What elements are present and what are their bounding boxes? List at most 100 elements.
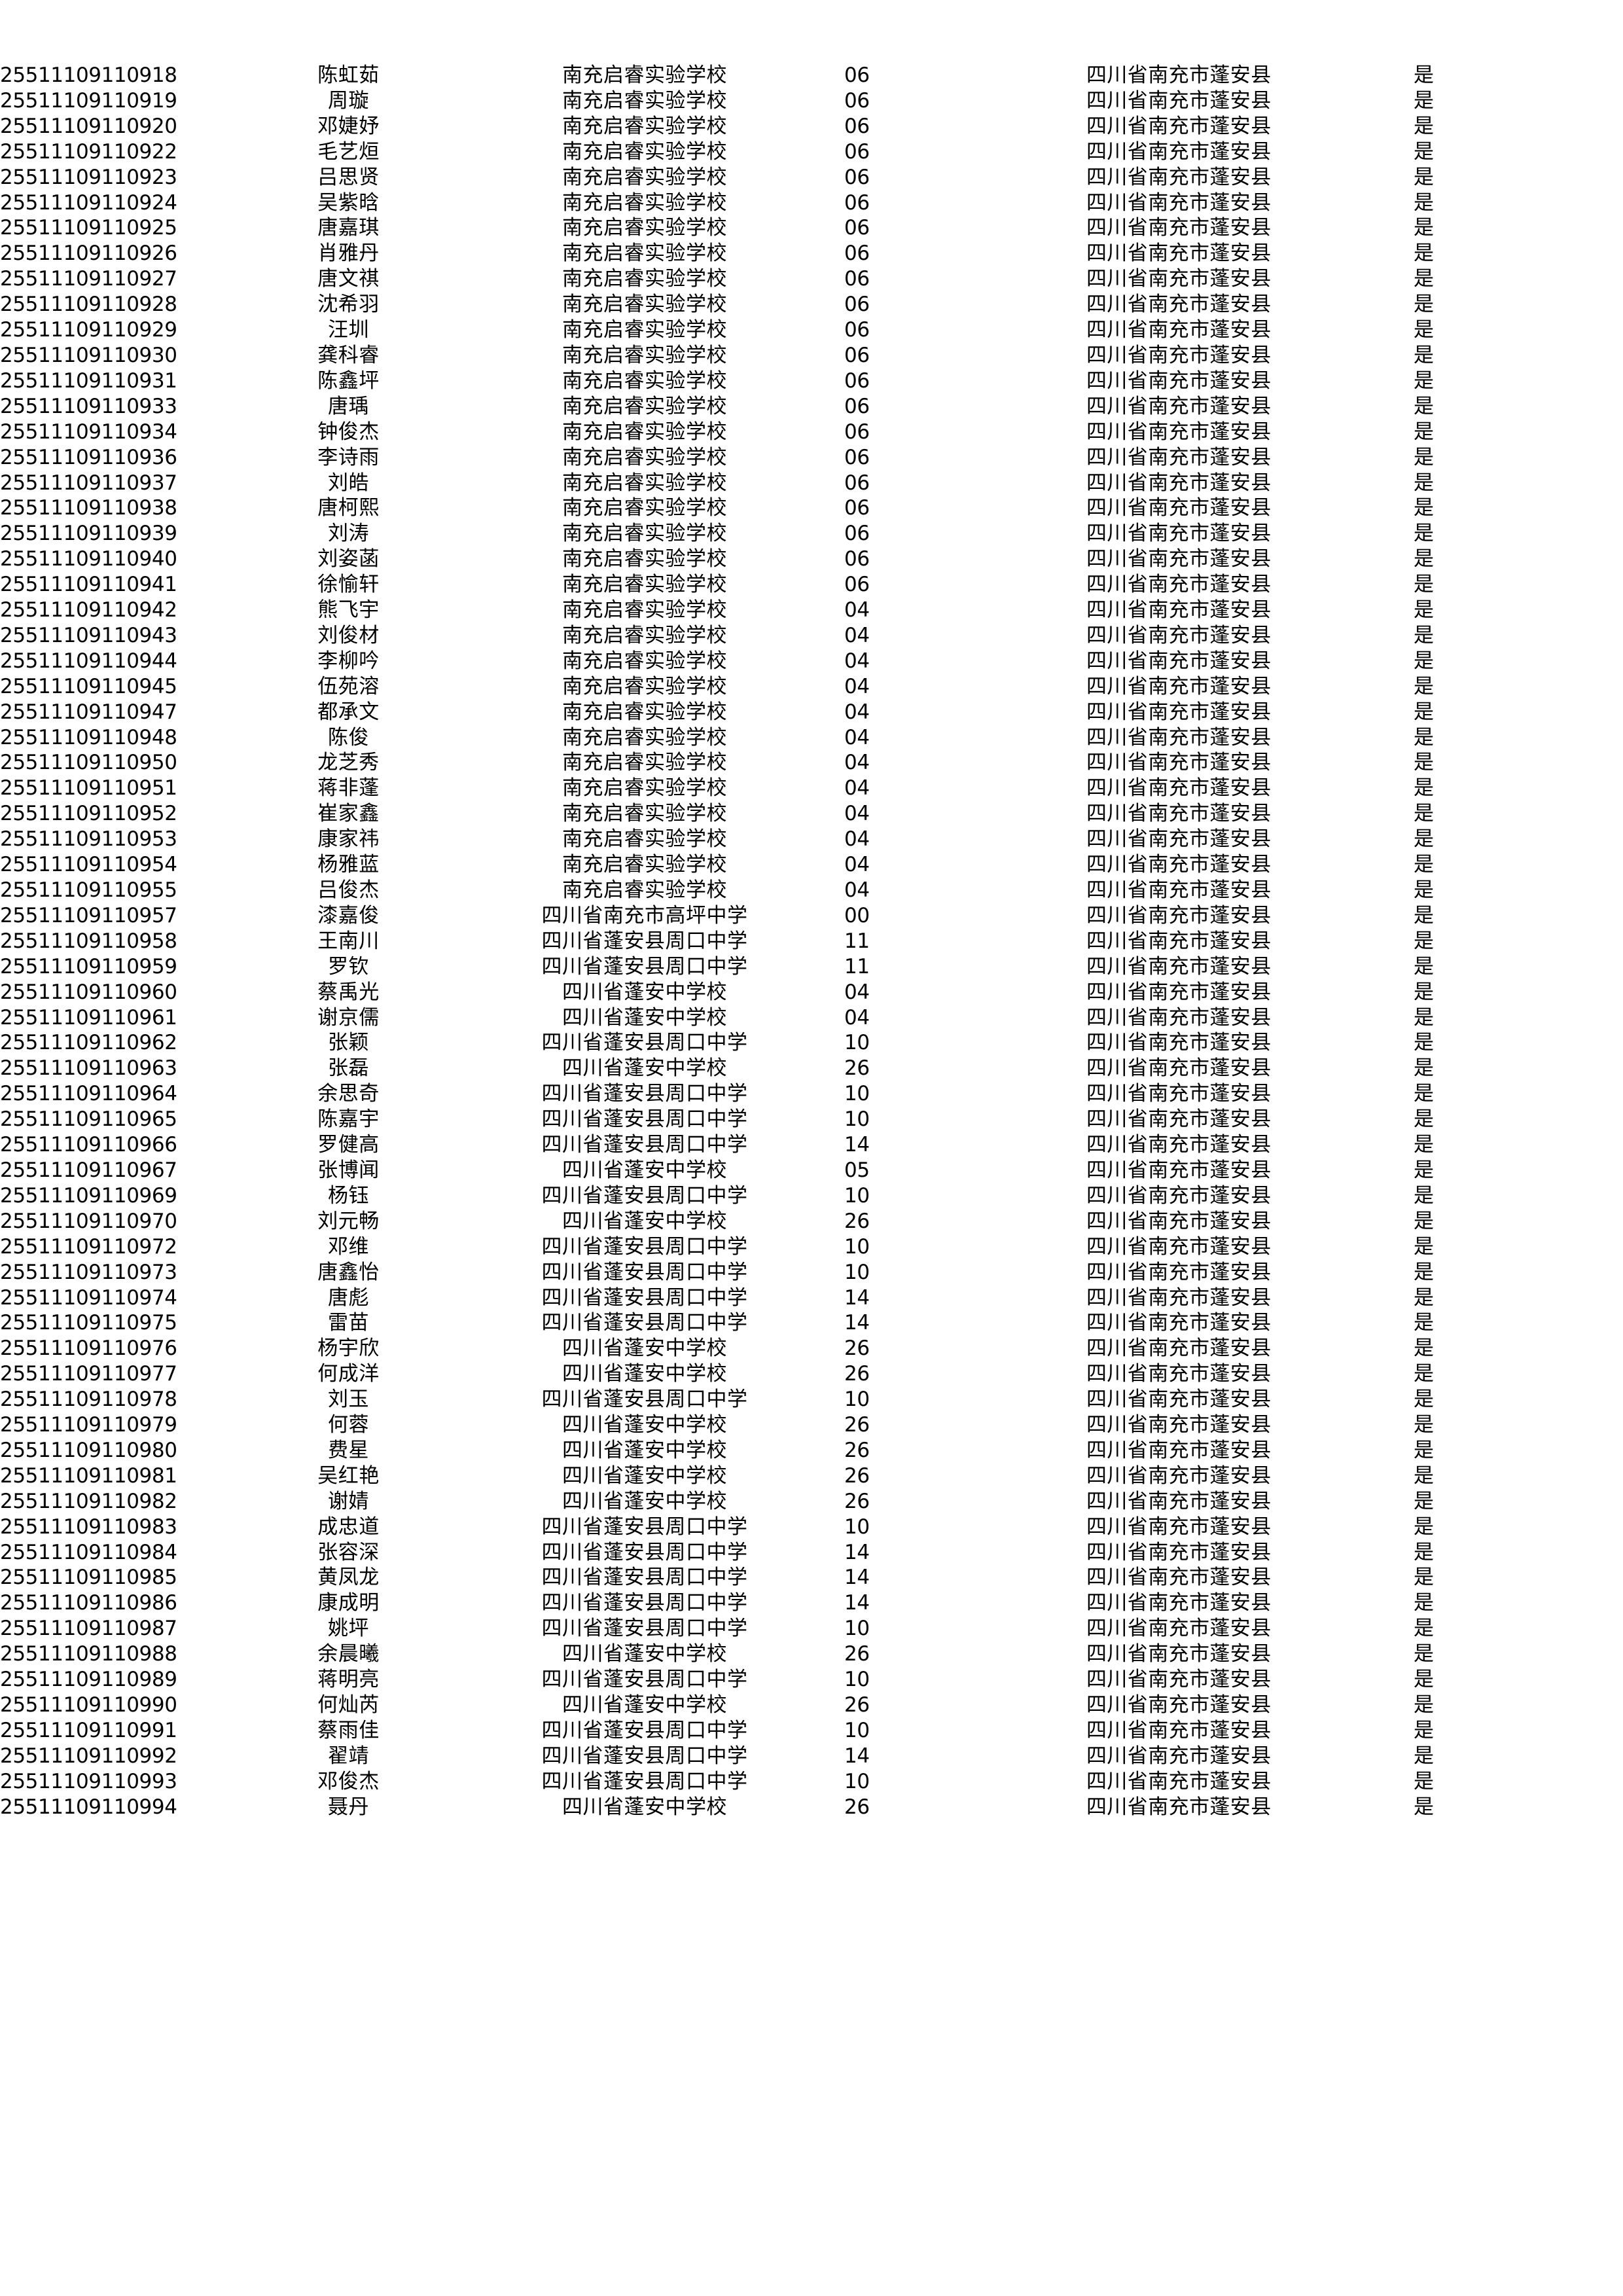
candidate-name: 陈鑫坪 [317,368,380,393]
district-name: 四川省南充市蓬安县 [1086,88,1272,113]
candidate-number: 25511109110979 [0,1413,177,1437]
candidate-name: 罗钦 [328,954,369,978]
subject-code: 04 [844,623,870,647]
table-row: 25511109110919 周璇 南充启睿实验学校 06 四川省南充市蓬安县 是 [0,88,1623,114]
school-name: 四川省蓬安县周口中学 [541,1107,748,1132]
candidate-name: 沈希羽 [317,293,380,317]
district-name: 四川省南充市蓬安县 [1086,573,1272,597]
school-name: 四川省蓬安中学校 [562,1413,727,1437]
subject-code: 06 [844,573,870,597]
table-row: 25511109110930 龚科睿 南充启睿实验学校 06 四川省南充市蓬安县 是 [0,343,1623,368]
subject-code: 04 [844,751,870,775]
school-name: 四川省蓬安中学校 [562,1005,727,1030]
table-row: 25511109110944 李柳吟 南充启睿实验学校 04 四川省南充市蓬安县 是 [0,649,1623,674]
candidate-number: 25511109110973 [0,1260,177,1284]
candidate-number: 25511109110990 [0,1693,177,1717]
district-name: 四川省南充市蓬安县 [1086,1362,1272,1386]
table-row: 25511109110931 陈鑫坪 南充启睿实验学校 06 四川省南充市蓬安县 是 [0,368,1623,394]
candidate-name: 刘姿菡 [317,547,380,571]
eligibility-flag: 是 [1414,1260,1434,1284]
candidate-name: 刘俊材 [317,623,380,647]
candidate-number: 25511109110982 [0,1489,177,1513]
candidate-number: 25511109110922 [0,139,177,164]
table-row: 25511109110976 杨宇欣 四川省蓬安中学校 26 四川省南充市蓬安县 是 [0,1336,1623,1361]
eligibility-flag: 是 [1414,1183,1434,1208]
candidate-name: 杨钰 [328,1183,369,1208]
school-name: 南充启睿实验学校 [562,471,727,495]
table-row: 25511109110952 崔家鑫 南充启睿实验学校 04 四川省南充市蓬安县 是 [0,801,1623,827]
eligibility-flag: 是 [1414,1336,1434,1361]
eligibility-flag: 是 [1414,725,1434,749]
candidate-name: 王南川 [317,929,380,953]
candidate-name: 罗健高 [317,1133,380,1157]
candidate-number: 25511109110985 [0,1566,177,1590]
district-name: 四川省南充市蓬安县 [1086,1056,1272,1081]
subject-code: 10 [844,1769,870,1793]
eligibility-flag: 是 [1414,1693,1434,1717]
candidate-number: 25511109110945 [0,674,177,698]
candidate-number: 25511109110933 [0,394,177,418]
subject-code: 10 [844,1718,870,1742]
school-name: 四川省蓬安县周口中学 [541,1566,748,1590]
school-name: 南充启睿实验学校 [562,725,727,749]
school-name: 四川省蓬安县周口中学 [541,1260,748,1284]
school-name: 南充启睿实验学校 [562,573,727,597]
district-name: 四川省南充市蓬安县 [1086,394,1272,418]
candidate-number: 25511109110955 [0,878,177,902]
district-name: 四川省南充市蓬安县 [1086,878,1272,902]
school-name: 南充启睿实验学校 [562,649,727,673]
school-name: 四川省蓬安县周口中学 [541,1133,748,1157]
candidate-number: 25511109110958 [0,929,177,953]
candidate-name: 龚科睿 [317,343,380,367]
candidate-number: 25511109110930 [0,343,177,367]
candidate-name: 蔡禹光 [317,980,380,1004]
eligibility-flag: 是 [1414,598,1434,622]
school-name: 四川省蓬安县周口中学 [541,1540,748,1564]
subject-code: 14 [844,1311,870,1335]
table-row: 25511109110955 吕俊杰 南充启睿实验学校 04 四川省南充市蓬安县 是 [0,878,1623,903]
candidate-name: 唐鑫怡 [317,1260,380,1284]
candidate-name: 崔家鑫 [317,802,380,826]
candidate-name: 翟靖 [328,1744,369,1768]
eligibility-flag: 是 [1414,1388,1434,1412]
candidate-name: 陈嘉宇 [317,1107,380,1132]
eligibility-flag: 是 [1414,1082,1434,1106]
table-row: 25511109110918 陈虹茹 南充启睿实验学校 06 四川省南充市蓬安县 是 [0,63,1623,88]
subject-code: 04 [844,700,870,724]
school-name: 南充启睿实验学校 [562,853,727,877]
table-row: 25511109110943 刘俊材 南充启睿实验学校 04 四川省南充市蓬安县 是 [0,623,1623,649]
subject-code: 06 [844,471,870,495]
candidate-number: 25511109110969 [0,1183,177,1208]
candidate-number: 25511109110937 [0,471,177,495]
eligibility-flag: 是 [1414,1744,1434,1768]
candidate-name: 聂丹 [328,1795,369,1819]
school-name: 四川省蓬安中学校 [562,1463,727,1488]
eligibility-flag: 是 [1414,1463,1434,1488]
district-name: 四川省南充市蓬安县 [1086,929,1272,953]
candidate-number: 25511109110950 [0,751,177,775]
district-name: 四川省南充市蓬安县 [1086,853,1272,877]
school-name: 四川省蓬安县周口中学 [541,1515,748,1539]
candidate-name: 余晨曦 [317,1642,380,1666]
candidate-number: 25511109110925 [0,216,177,240]
school-name: 四川省蓬安中学校 [562,1158,727,1182]
table-row: 25511109110954 杨雅蓝 南充启睿实验学校 04 四川省南充市蓬安县 是 [0,852,1623,878]
table-row: 25511109110940 刘姿菡 南充启睿实验学校 06 四川省南充市蓬安县 是 [0,547,1623,572]
eligibility-flag: 是 [1414,929,1434,953]
school-name: 四川省蓬安中学校 [562,1362,727,1386]
candidate-number: 25511109110923 [0,165,177,189]
candidate-number: 25511109110983 [0,1515,177,1539]
candidate-number: 25511109110989 [0,1668,177,1692]
candidate-number: 25511109110926 [0,242,177,266]
candidate-name: 康成明 [317,1591,380,1615]
candidate-number: 25511109110939 [0,522,177,546]
district-name: 四川省南充市蓬安县 [1086,802,1272,826]
candidate-name: 陈虹茹 [317,63,380,87]
candidate-name: 汪圳 [328,318,369,342]
candidate-number: 25511109110928 [0,293,177,317]
candidate-number: 25511109110941 [0,573,177,597]
district-name: 四川省南充市蓬安县 [1086,368,1272,393]
district-name: 四川省南充市蓬安县 [1086,343,1272,367]
district-name: 四川省南充市蓬安县 [1086,1718,1272,1742]
eligibility-flag: 是 [1414,1438,1434,1462]
